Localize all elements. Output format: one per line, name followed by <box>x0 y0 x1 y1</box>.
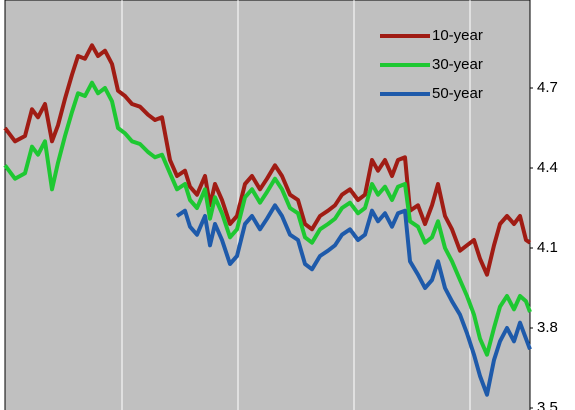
y-tick-label: 4.1 <box>537 239 558 256</box>
series-line <box>3 43 532 277</box>
legend-label: 50-year <box>432 85 483 102</box>
y-tick-label: 4.7 <box>537 79 558 96</box>
y-tick-label: 3.8 <box>537 319 558 336</box>
legend-label: 10-year <box>432 27 483 44</box>
y-tick-label: 4.4 <box>537 159 558 176</box>
y-tick-label: 3.5 <box>537 399 558 410</box>
legend-label: 30-year <box>432 56 483 73</box>
series-line <box>3 80 532 357</box>
series-line <box>175 203 532 397</box>
